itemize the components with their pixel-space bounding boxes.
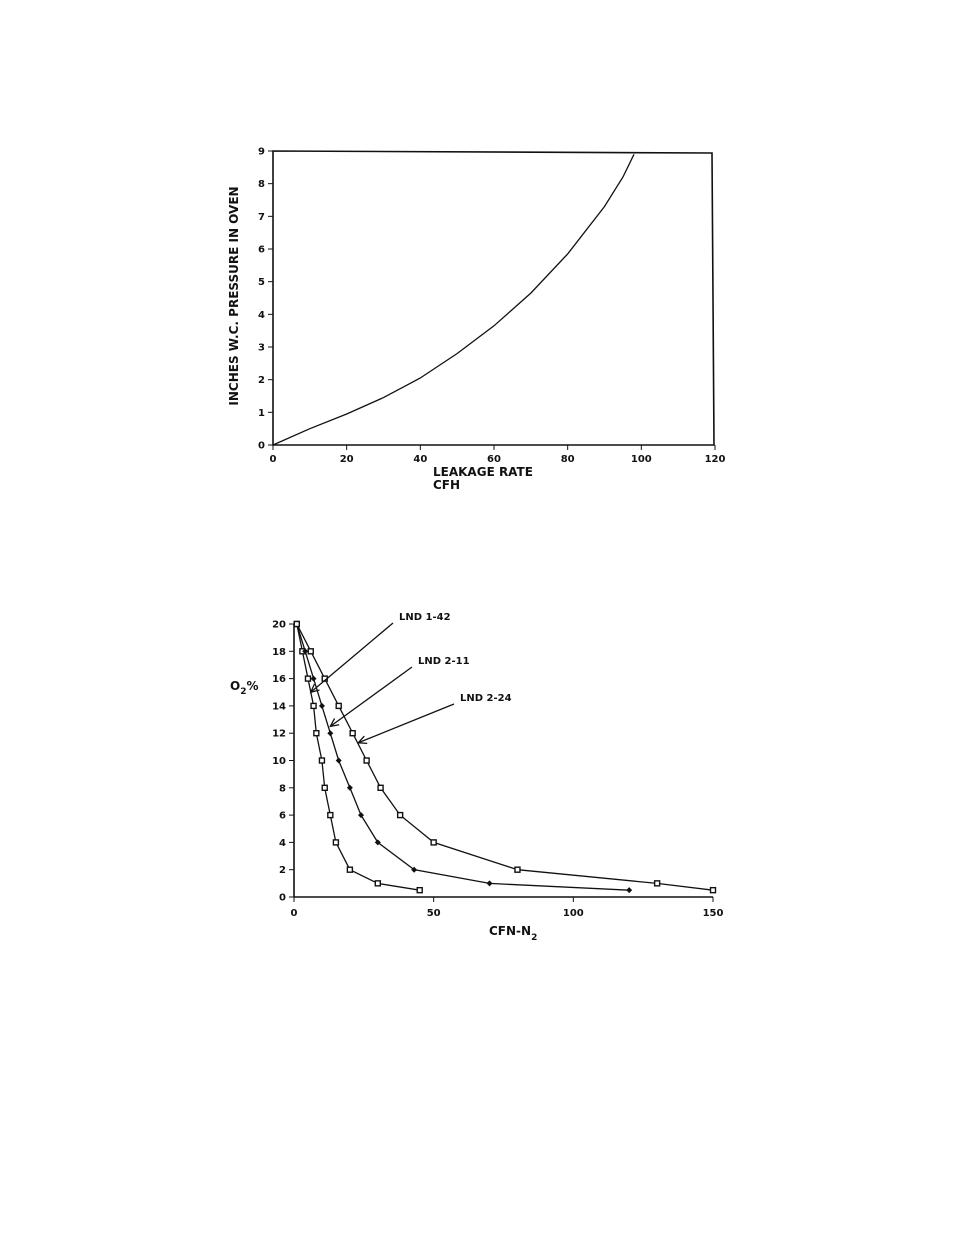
data-point-lnd-2-24 (307, 648, 314, 655)
chart2-y-tick-label: 12 (272, 729, 286, 740)
annotation-leader-line (329, 666, 413, 727)
chart2-y-tick-label: 14 (272, 701, 286, 712)
chart1-x-tick-label: 80 (561, 454, 575, 465)
data-point-lnd-1-42 (310, 702, 317, 710)
data-point-lnd-2-24 (430, 839, 437, 846)
chart1-x-axis-unit: CFH (433, 478, 460, 492)
data-point-lnd-2-11 (411, 866, 418, 873)
annotation-label: LND 2-24 (460, 693, 512, 704)
chart2-y-tick-label: 8 (279, 783, 286, 794)
data-point-lnd-1-42 (304, 675, 312, 682)
data-point-lnd-2-11 (346, 784, 353, 791)
chart1-x-tick-label: 100 (631, 454, 652, 465)
data-point-lnd-2-24 (335, 702, 342, 710)
annotation-label: LND 2-11 (418, 656, 470, 667)
data-point-lnd-2-24 (709, 886, 717, 894)
annotation-leader-line (358, 703, 455, 744)
chart1-x-axis-label: LEAKAGE RATE (433, 465, 533, 479)
pressure-series-line (272, 154, 635, 446)
data-point-lnd-1-42 (416, 886, 423, 894)
chart2-y-tick-label: 2 (279, 865, 286, 876)
data-point-lnd-1-42 (327, 811, 334, 819)
chart2-y-tick-label: 6 (279, 811, 286, 822)
chart2-x-tick-label: 150 (703, 908, 724, 919)
data-point-lnd-2-24 (377, 784, 384, 791)
oxygen-chart: 0 2 4 6 8 10 12 14 16 18 20 0 50 100 150 LND 1-42 LND … (230, 612, 723, 943)
chart2-x-axis-label: CFN-N2 (489, 924, 537, 943)
chart1-y-tick-label: 0 (258, 441, 265, 452)
data-point-lnd-2-11 (327, 730, 334, 737)
chart1-frame (272, 150, 715, 446)
annotation-leader-line (310, 622, 394, 693)
chart1-x-tick-label: 0 (270, 454, 277, 465)
chart2-y-tick-label: 10 (272, 756, 286, 767)
series-line-lnd-1-42 (296, 623, 420, 891)
chart2-x-tick-label: 0 (291, 908, 298, 919)
data-point-lnd-2-11 (358, 812, 365, 819)
chart2-x-tick-label: 100 (563, 908, 584, 919)
chart1-x-tick-label: 40 (413, 454, 427, 465)
chart2-y-tick-label: 4 (279, 838, 286, 849)
chart2-y-tick-label: 20 (272, 620, 286, 631)
chart1-x-tick-label: 60 (487, 454, 501, 465)
chart2-y-axis-label: O2% (230, 679, 259, 697)
chart2-y-tick-label: 18 (272, 647, 286, 658)
data-point-lnd-2-24 (514, 866, 521, 873)
data-point-lnd-1-42 (313, 730, 320, 737)
data-point-lnd-2-24 (653, 880, 661, 887)
chart1-y-tick-label: 6 (258, 245, 265, 256)
chart1-y-tick-label: 8 (258, 179, 265, 190)
chart1-x-tick-label: 20 (340, 454, 354, 465)
chart2-y-tick-label: 0 (279, 893, 286, 904)
chart1-y-axis-label: INCHES W.C. PRESSURE IN OVEN (227, 186, 241, 405)
chart1-y-tick-label: 1 (258, 408, 265, 419)
data-point-lnd-2-11 (486, 880, 493, 887)
data-point-lnd-2-24 (349, 730, 356, 737)
data-point-lnd-2-11 (302, 648, 309, 655)
annotation-arrowhead (329, 718, 340, 728)
chart1-y-tick-label: 3 (258, 343, 265, 354)
data-point-lnd-1-42 (346, 866, 354, 873)
data-point-lnd-2-11 (335, 757, 342, 764)
data-point-lnd-1-42 (318, 757, 326, 764)
data-point-lnd-2-11 (626, 887, 633, 894)
annotation-label: LND 1-42 (399, 612, 451, 623)
chart2-y-tick-label: 16 (272, 674, 286, 685)
chart1-y-tick-label: 9 (258, 147, 265, 158)
data-point-lnd-2-11 (310, 675, 317, 682)
data-point-lnd-2-24 (293, 620, 300, 628)
data-point-lnd-1-42 (332, 839, 340, 846)
series-line-lnd-2-24 (296, 623, 714, 891)
annotation-arrowhead (309, 683, 320, 694)
chart1-y-tick-label: 4 (258, 310, 265, 321)
chart1-y-tick-label: 2 (258, 375, 265, 386)
chart1-y-tick-label: 7 (258, 212, 265, 223)
data-point-lnd-2-24 (363, 757, 370, 764)
data-point-lnd-2-11 (374, 839, 381, 846)
data-point-lnd-2-24 (396, 811, 404, 819)
chart1-y-tick-label: 5 (258, 277, 265, 288)
data-point-lnd-1-42 (374, 880, 381, 887)
data-point-lnd-2-11 (318, 702, 325, 709)
annotation-arrowhead (356, 735, 368, 744)
chart1-x-tick-label: 120 (705, 454, 726, 465)
chart2-x-tick-label: 50 (427, 908, 441, 919)
pressure-chart: 0 1 2 3 4 5 6 7 8 9 0 20 40 60 80 100 120 INCHES W.C. P… (227, 147, 725, 493)
data-point-lnd-1-42 (321, 784, 328, 791)
series-line-lnd-2-11 (296, 623, 630, 891)
